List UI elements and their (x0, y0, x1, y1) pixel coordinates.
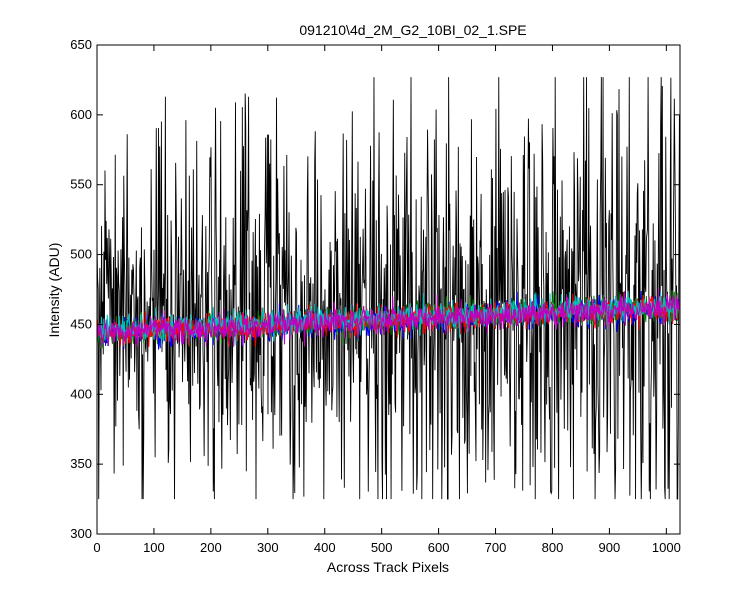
chart-title: 091210\4d_2M_G2_10BI_02_1.SPE (299, 22, 526, 38)
y-tick-label: 300 (70, 526, 92, 541)
series-line (96, 288, 681, 347)
ticks-layer: 0 100 200 300 400 500 600 700 800 900 1000 300 350 40… (70, 37, 681, 555)
x-tick-label: 800 (542, 540, 564, 555)
x-tick-label: 0 (93, 540, 100, 555)
x-tick-label: 700 (485, 540, 507, 555)
series-layer (96, 77, 681, 500)
x-axis-title: Across Track Pixels (327, 559, 449, 575)
plot-area (97, 45, 680, 534)
x-tick-label: 900 (599, 540, 621, 555)
x-tick-label: 600 (428, 540, 450, 555)
y-tick-label: 650 (70, 37, 92, 52)
y-axis-title: Intensity (ADU) (46, 243, 62, 338)
x-tick-label: 400 (314, 540, 336, 555)
y-tick-label: 400 (70, 386, 92, 401)
series-line (96, 77, 681, 500)
y-tick-label: 500 (70, 247, 92, 262)
y-tick-label: 350 (70, 456, 92, 471)
x-tick-label: 500 (371, 540, 393, 555)
x-tick-label: 1000 (652, 540, 681, 555)
y-tick-label: 600 (70, 107, 92, 122)
x-tick-label: 200 (200, 540, 222, 555)
x-tick-label: 100 (143, 540, 165, 555)
plot-frame (96, 44, 681, 535)
x-tick-label: 300 (257, 540, 279, 555)
y-tick-label: 450 (70, 316, 92, 331)
y-tick-label: 550 (70, 177, 92, 192)
